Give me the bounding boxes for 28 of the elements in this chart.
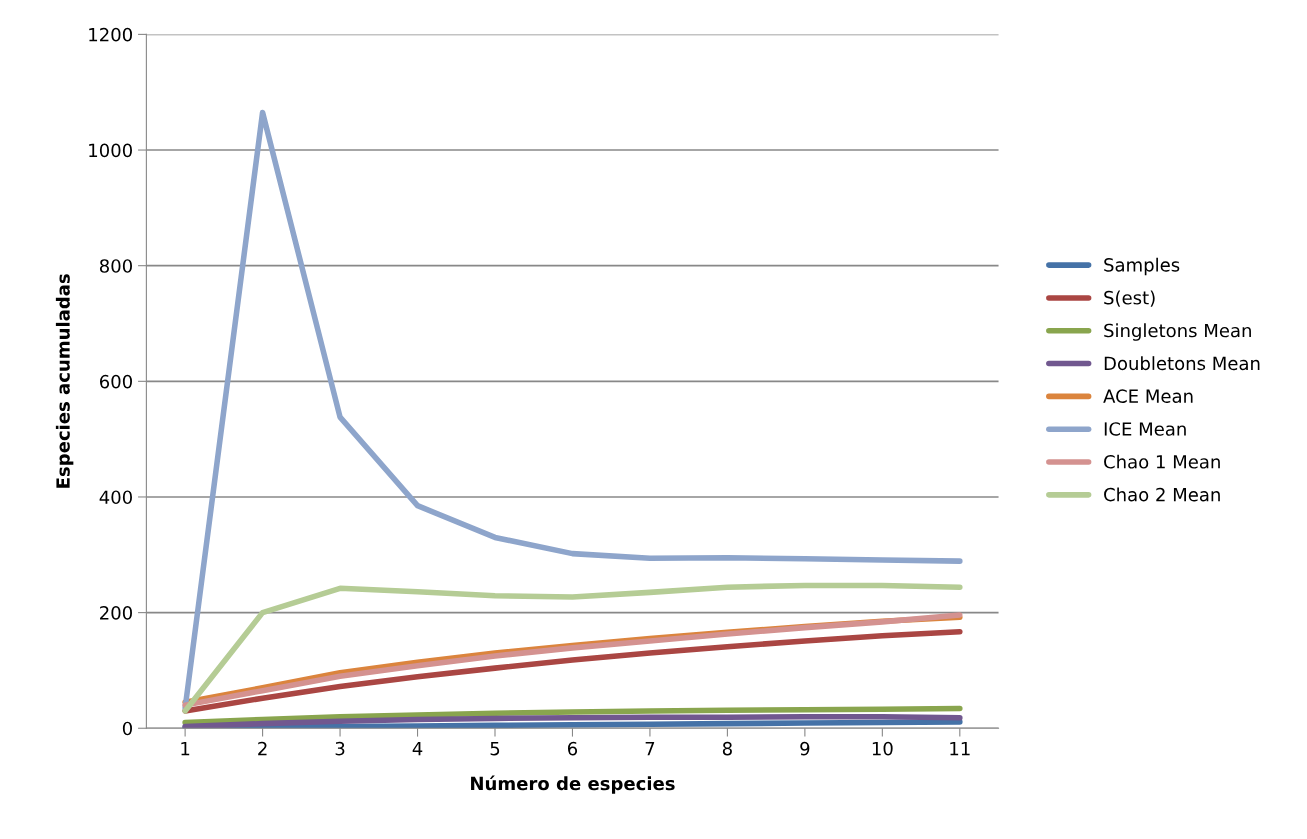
legend-label: ACE Mean <box>1103 389 1193 403</box>
y-tick-label: 800 <box>99 259 132 273</box>
legend-label: Singletons Mean <box>1104 323 1251 341</box>
x-tick-label: 2 <box>258 741 267 756</box>
legend-label: Chao 1 Mean <box>1104 454 1220 469</box>
legend-label: Doubletons Mean <box>1104 356 1260 371</box>
x-tick-label: 6 <box>567 741 578 756</box>
x-axis-title: Número de especies <box>471 775 675 794</box>
y-tick-label: 1200 <box>89 27 132 42</box>
x-tick-label: 1 <box>181 742 190 756</box>
x-tick-label: 11 <box>950 742 970 756</box>
legend-label: ICE Mean <box>1104 422 1186 436</box>
x-tick-label: 3 <box>335 741 345 756</box>
x-tick-label: 4 <box>412 742 423 756</box>
legend-label: S(est) <box>1104 290 1155 307</box>
y-tick-label: 0 <box>122 721 132 736</box>
x-tick-label: 5 <box>490 742 500 756</box>
x-tick-label: 9 <box>800 741 810 756</box>
y-tick-label: 200 <box>100 606 132 620</box>
legend-label: Samples <box>1104 257 1180 276</box>
x-tick-label: 10 <box>872 741 893 756</box>
legend-label: Chao 2 Mean <box>1104 487 1220 502</box>
y-tick-label: 400 <box>99 490 132 505</box>
x-tick-label: 7 <box>645 742 655 756</box>
y-tick-label: 1000 <box>89 143 132 158</box>
x-tick-label: 8 <box>722 741 732 756</box>
y-axis-title: Especies acumuladas <box>55 274 74 488</box>
y-tick-label: 600 <box>99 374 132 389</box>
